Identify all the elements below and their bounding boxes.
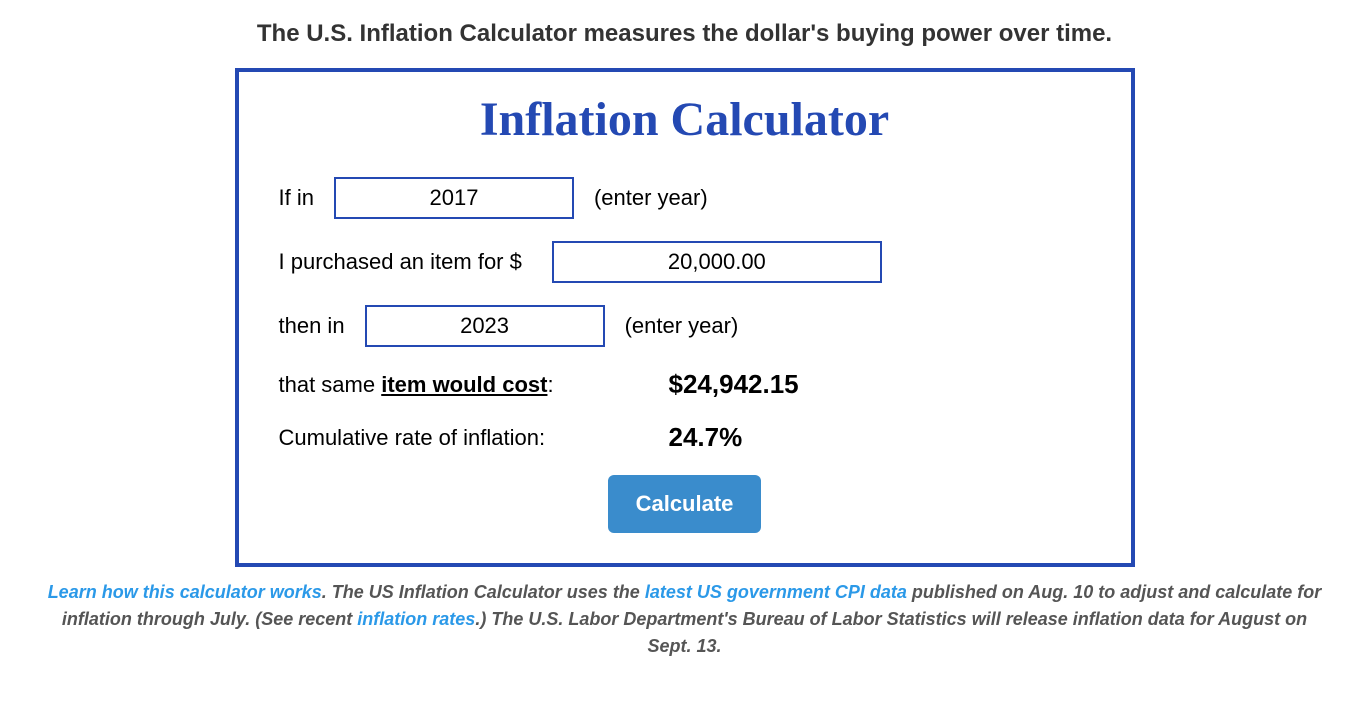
button-row: Calculate (279, 475, 1091, 533)
hint-enter-year-start: (enter year) (594, 185, 708, 211)
start-year-input[interactable] (334, 177, 574, 219)
result-cost-row: that same item would cost: $24,942.15 (279, 369, 1091, 400)
label-then-in: then in (279, 313, 345, 339)
page-subtitle: The U.S. Inflation Calculator measures t… (0, 20, 1369, 48)
label-purchased: I purchased an item for $ (279, 249, 522, 275)
label-cumulative: Cumulative rate of inflation: (279, 425, 669, 451)
end-year-row: then in (enter year) (279, 305, 1091, 347)
result-rate-row: Cumulative rate of inflation: 24.7% (279, 422, 1091, 453)
link-inflation-rates[interactable]: inflation rates (357, 609, 475, 629)
link-cpi-data[interactable]: latest US government CPI data (645, 582, 907, 602)
calculate-button[interactable]: Calculate (608, 475, 762, 533)
start-year-row: If in (enter year) (279, 177, 1091, 219)
link-how-it-works[interactable]: Learn how this calculator works (48, 582, 322, 602)
hint-enter-year-end: (enter year) (625, 313, 739, 339)
footer-text-3: .) The U.S. Labor Department's Bureau of… (475, 609, 1307, 656)
footer-text: Learn how this calculator works. The US … (45, 579, 1325, 660)
amount-input[interactable] (552, 241, 882, 283)
label-same-item: that same item would cost: (279, 372, 669, 398)
calculator-container: Inflation Calculator If in (enter year) … (235, 68, 1135, 567)
result-amount: $24,942.15 (669, 369, 799, 400)
amount-row: I purchased an item for $ (279, 241, 1091, 283)
footer-text-1: . The US Inflation Calculator uses the (322, 582, 645, 602)
result-rate: 24.7% (669, 422, 743, 453)
label-if-in: If in (279, 185, 314, 211)
end-year-input[interactable] (365, 305, 605, 347)
calculator-title: Inflation Calculator (279, 92, 1091, 147)
